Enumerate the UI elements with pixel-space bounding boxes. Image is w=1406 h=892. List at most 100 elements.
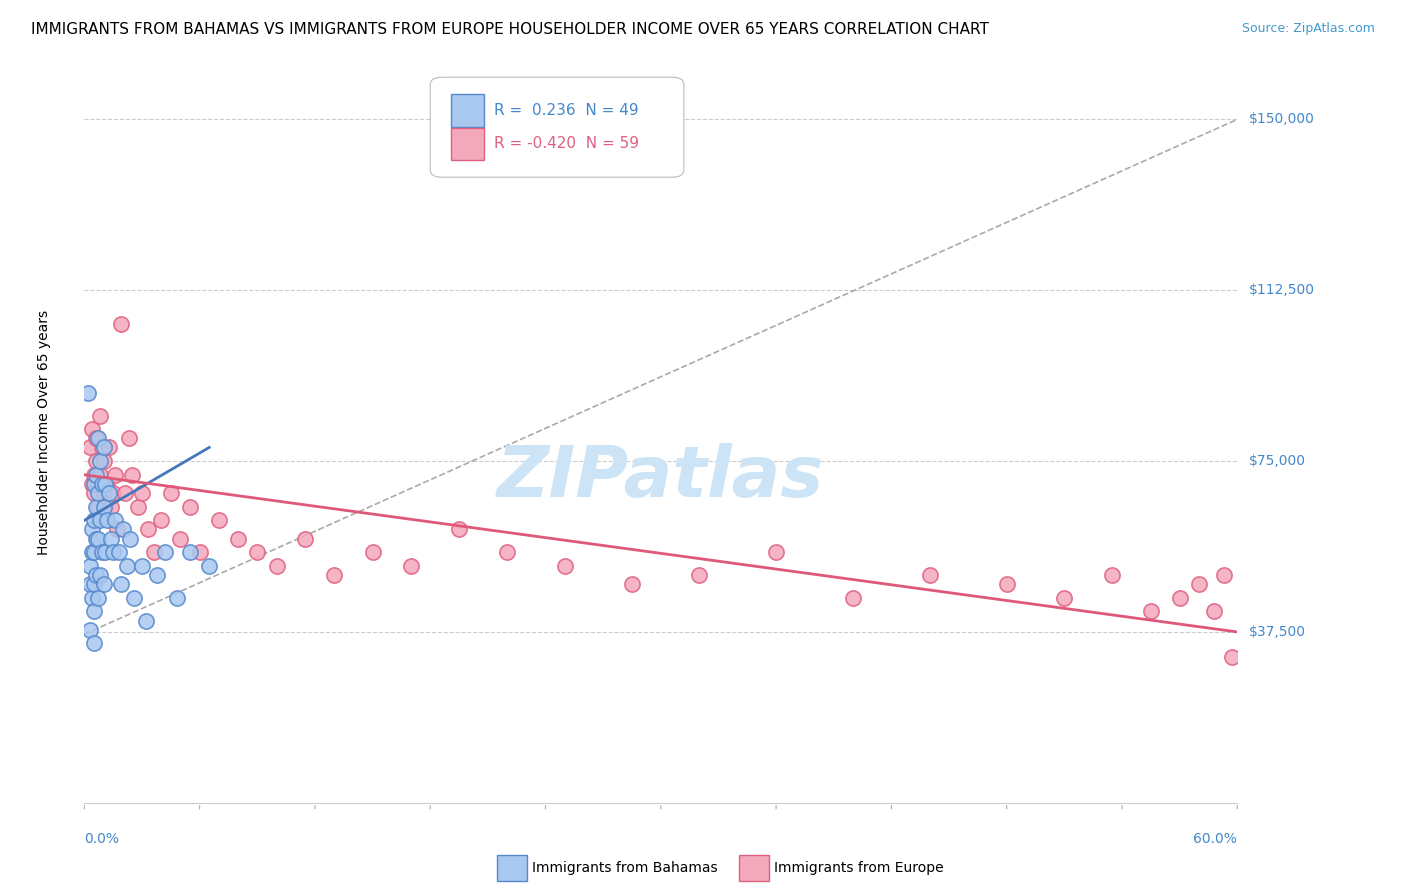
Text: $150,000: $150,000: [1249, 112, 1315, 127]
Point: [94, 545, 117, 559]
FancyBboxPatch shape: [430, 78, 683, 178]
Point: [80, 545, 103, 559]
Point: [80, 523, 103, 537]
Point: [93, 441, 115, 455]
Point: [83, 513, 105, 527]
Point: [1212, 568, 1234, 582]
Point: [83, 636, 105, 650]
Point: [1188, 577, 1211, 591]
Point: [179, 545, 201, 559]
Point: [87, 476, 110, 491]
Point: [94, 500, 117, 514]
Point: [120, 532, 142, 546]
Point: [93, 500, 115, 514]
Point: [198, 558, 221, 573]
Point: [179, 500, 201, 514]
FancyBboxPatch shape: [451, 95, 485, 127]
Point: [83, 604, 105, 618]
Point: [111, 523, 134, 537]
Point: [79, 558, 101, 573]
Point: [150, 513, 173, 527]
Text: $75,000: $75,000: [1249, 454, 1305, 468]
Point: [399, 558, 422, 573]
Text: ZIPatlas: ZIPatlas: [498, 442, 824, 511]
Point: [89, 568, 111, 582]
Point: [93, 577, 115, 591]
Point: [246, 545, 269, 559]
Point: [103, 545, 124, 559]
Text: IMMIGRANTS FROM BAHAMAS VS IMMIGRANTS FROM EUROPE HOUSEHOLDER INCOME OVER 65 YEA: IMMIGRANTS FROM BAHAMAS VS IMMIGRANTS FR…: [31, 22, 988, 37]
Text: $37,500: $37,500: [1249, 625, 1305, 639]
Point: [89, 454, 111, 468]
Point: [117, 431, 139, 445]
Point: [83, 577, 105, 591]
Point: [142, 545, 165, 559]
Point: [136, 523, 159, 537]
Point: [104, 467, 127, 482]
Point: [115, 558, 138, 573]
Point: [995, 577, 1018, 591]
Point: [96, 513, 118, 527]
Point: [103, 486, 124, 500]
Point: [87, 431, 110, 445]
Point: [1053, 591, 1076, 605]
Point: [918, 568, 941, 582]
Text: R =  0.236  N = 49: R = 0.236 N = 49: [494, 103, 638, 118]
Text: Immigrants from Europe: Immigrants from Europe: [773, 861, 943, 875]
Point: [621, 577, 644, 591]
Point: [84, 467, 107, 482]
Point: [294, 532, 316, 546]
Point: [77, 385, 100, 400]
Point: [84, 500, 107, 514]
Point: [105, 523, 128, 537]
Text: 60.0%: 60.0%: [1194, 832, 1237, 847]
Point: [169, 532, 191, 546]
Point: [79, 577, 101, 591]
Point: [688, 568, 710, 582]
Point: [1220, 650, 1243, 665]
Point: [94, 476, 117, 491]
Point: [226, 532, 249, 546]
Text: $112,500: $112,500: [1249, 284, 1315, 297]
Point: [160, 486, 183, 500]
Point: [83, 476, 105, 491]
Point: [90, 545, 112, 559]
Point: [153, 545, 176, 559]
Point: [146, 568, 169, 582]
FancyBboxPatch shape: [451, 128, 485, 161]
Point: [110, 318, 132, 332]
Point: [114, 486, 136, 500]
Point: [124, 591, 146, 605]
Point: [323, 568, 346, 582]
FancyBboxPatch shape: [740, 855, 769, 880]
Point: [131, 486, 153, 500]
Point: [96, 476, 118, 491]
Point: [449, 523, 471, 537]
Point: [90, 441, 112, 455]
Point: [93, 454, 115, 468]
Point: [842, 591, 865, 605]
Point: [80, 476, 103, 491]
Point: [80, 422, 103, 436]
Point: [87, 532, 110, 546]
Point: [100, 532, 122, 546]
Point: [1101, 568, 1123, 582]
Point: [84, 568, 107, 582]
Text: Source: ZipAtlas.com: Source: ZipAtlas.com: [1241, 22, 1375, 36]
Point: [127, 500, 149, 514]
Point: [361, 545, 384, 559]
Text: R = -0.420  N = 59: R = -0.420 N = 59: [494, 136, 638, 152]
Point: [554, 558, 576, 573]
Point: [98, 441, 121, 455]
FancyBboxPatch shape: [498, 855, 527, 880]
Point: [98, 486, 121, 500]
Point: [87, 486, 110, 500]
Point: [83, 486, 105, 500]
Point: [84, 431, 107, 445]
Point: [266, 558, 288, 573]
Point: [89, 409, 111, 423]
Point: [93, 486, 115, 500]
Text: Immigrants from Bahamas: Immigrants from Bahamas: [531, 861, 717, 875]
Point: [80, 591, 103, 605]
Point: [188, 545, 211, 559]
